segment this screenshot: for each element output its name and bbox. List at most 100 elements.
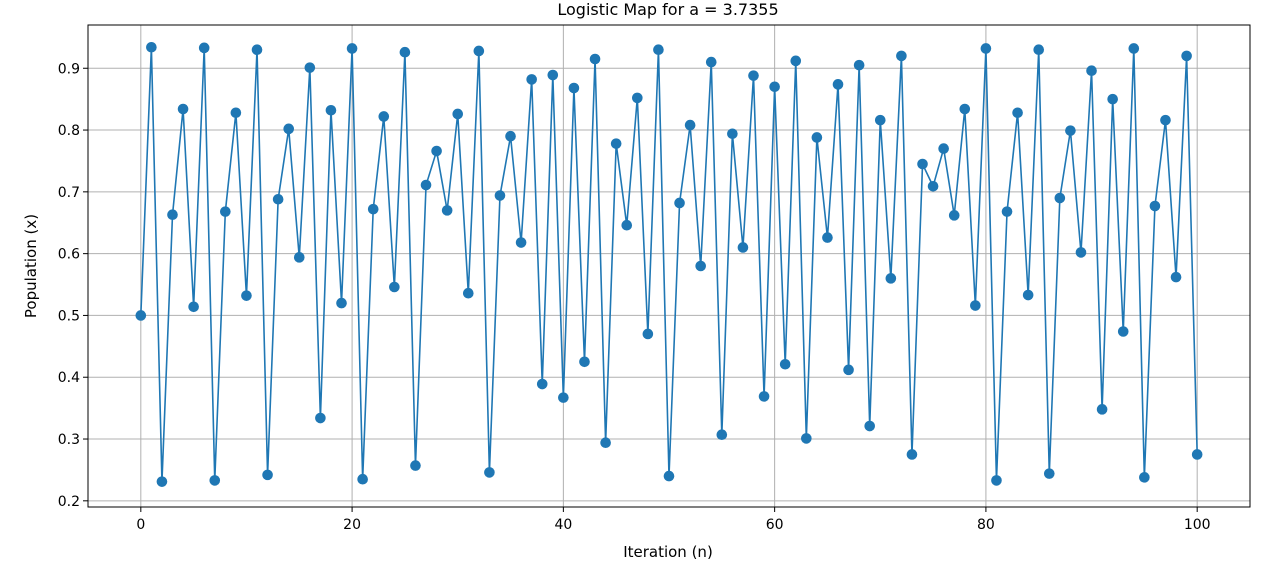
data-point bbox=[1001, 206, 1013, 217]
data-point bbox=[779, 358, 791, 370]
data-point bbox=[526, 74, 537, 85]
data-point bbox=[473, 45, 485, 57]
data-point bbox=[589, 53, 601, 65]
data-point bbox=[663, 470, 675, 482]
data-point bbox=[822, 232, 833, 243]
data-point bbox=[874, 114, 886, 126]
x-tick-label: 20 bbox=[343, 517, 361, 533]
data-point bbox=[716, 429, 728, 441]
data-point bbox=[367, 203, 379, 215]
data-point bbox=[748, 70, 759, 81]
axis-ticks: 0 20 40 60 80 100 0.2 0.3 0.4 0.5 0.6 0.7 0.8 0.9 bbox=[58, 61, 1211, 533]
data-point bbox=[484, 467, 495, 478]
data-point bbox=[674, 197, 685, 209]
data-point bbox=[801, 433, 812, 444]
data-point bbox=[790, 55, 802, 67]
data-point bbox=[283, 123, 295, 135]
data-point bbox=[135, 310, 147, 321]
x-tick-label: 80 bbox=[977, 517, 995, 533]
data-point bbox=[220, 206, 231, 217]
data-point bbox=[864, 420, 876, 432]
data-point bbox=[399, 46, 411, 58]
data-point bbox=[1170, 271, 1182, 283]
data-point bbox=[684, 119, 696, 131]
x-tick-label: 0 bbox=[136, 517, 145, 533]
data-point bbox=[494, 190, 506, 201]
data-point bbox=[505, 130, 516, 142]
data-point bbox=[653, 44, 664, 56]
data-point bbox=[1160, 114, 1171, 126]
data-point bbox=[632, 92, 643, 104]
y-tick-label: 0.3 bbox=[58, 432, 80, 448]
series-population bbox=[135, 41, 1203, 487]
y-tick-label: 0.4 bbox=[58, 370, 80, 386]
data-point bbox=[272, 193, 284, 205]
data-point bbox=[769, 81, 780, 93]
data-point bbox=[146, 41, 157, 53]
data-point bbox=[1139, 472, 1150, 483]
data-point bbox=[156, 476, 168, 487]
grid-lines bbox=[88, 25, 1250, 507]
data-point bbox=[758, 391, 770, 402]
data-point bbox=[1033, 44, 1045, 56]
data-point bbox=[1022, 289, 1034, 301]
y-tick-label: 0.7 bbox=[58, 185, 80, 201]
x-tick-label: 40 bbox=[554, 517, 572, 533]
y-tick-label: 0.6 bbox=[58, 247, 80, 263]
data-point bbox=[304, 62, 316, 73]
data-point bbox=[1117, 326, 1129, 337]
data-point bbox=[1012, 107, 1023, 119]
data-point bbox=[251, 44, 263, 56]
y-tick-label: 0.5 bbox=[58, 308, 80, 324]
data-point bbox=[1181, 50, 1192, 62]
data-point bbox=[579, 356, 590, 368]
data-point bbox=[177, 103, 189, 115]
data-point bbox=[241, 290, 252, 301]
data-point bbox=[209, 475, 221, 486]
y-tick-label: 0.8 bbox=[58, 123, 80, 139]
data-point bbox=[462, 287, 474, 299]
data-point bbox=[410, 460, 421, 471]
data-point bbox=[441, 205, 453, 216]
data-point bbox=[811, 132, 823, 143]
data-point bbox=[325, 104, 337, 116]
data-point bbox=[452, 108, 464, 120]
data-point bbox=[970, 300, 981, 311]
data-point bbox=[568, 82, 580, 94]
data-point bbox=[389, 281, 400, 293]
x-tick-label: 60 bbox=[766, 517, 784, 533]
data-point bbox=[346, 43, 358, 54]
data-point bbox=[1075, 247, 1087, 258]
data-point bbox=[1086, 65, 1097, 77]
data-point bbox=[188, 301, 199, 313]
data-point bbox=[843, 364, 854, 376]
data-point bbox=[727, 128, 738, 140]
data-point bbox=[315, 412, 326, 424]
data-point bbox=[293, 252, 305, 263]
data-point bbox=[896, 50, 907, 62]
data-point bbox=[515, 237, 527, 248]
data-point bbox=[705, 56, 717, 68]
data-point bbox=[536, 378, 548, 390]
x-tick-label: 100 bbox=[1184, 517, 1211, 533]
data-point bbox=[906, 449, 918, 460]
data-point bbox=[991, 475, 1002, 486]
data-point bbox=[600, 437, 611, 449]
data-point bbox=[558, 392, 569, 403]
data-point bbox=[853, 59, 865, 71]
data-point bbox=[1107, 93, 1118, 105]
x-axis-label: Iteration (n) bbox=[623, 543, 713, 561]
data-point bbox=[737, 242, 749, 253]
data-point bbox=[917, 158, 928, 170]
data-point bbox=[357, 473, 368, 485]
data-point bbox=[262, 469, 273, 481]
data-point bbox=[695, 260, 706, 272]
data-point bbox=[885, 273, 897, 284]
data-point bbox=[959, 103, 971, 115]
data-point bbox=[621, 219, 633, 231]
data-point bbox=[980, 43, 992, 54]
data-point bbox=[1054, 192, 1066, 204]
data-point bbox=[167, 209, 178, 221]
